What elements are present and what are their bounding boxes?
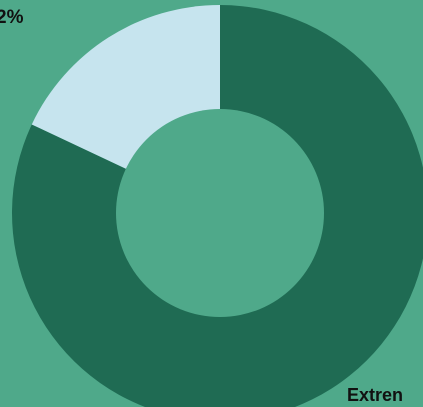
slice-dark <box>12 5 423 407</box>
donut-hole <box>116 109 324 317</box>
slice-label-top: 2% <box>0 7 24 28</box>
slice-label-bottom: Extren <box>347 385 404 405</box>
